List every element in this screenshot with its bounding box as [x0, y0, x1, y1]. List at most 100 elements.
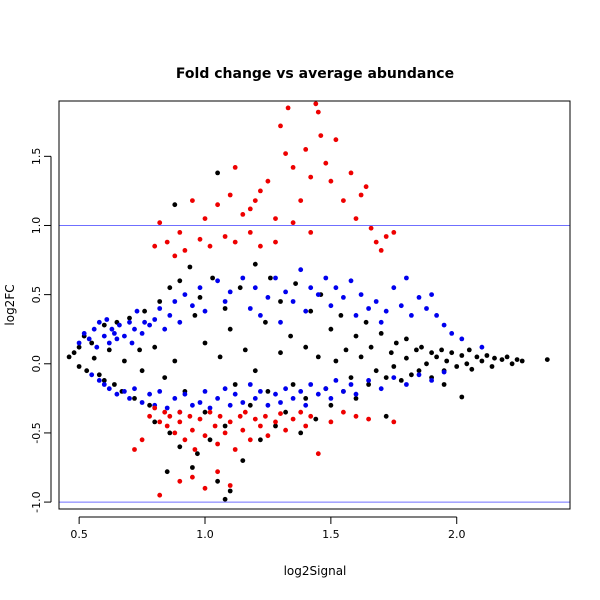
data-point [247, 402, 253, 408]
data-point [353, 396, 359, 401]
data-point [162, 409, 168, 415]
data-point [167, 313, 173, 318]
data-point [268, 275, 273, 281]
data-point [132, 447, 137, 452]
data-point [137, 347, 143, 353]
data-point [192, 313, 198, 318]
data-point [182, 292, 188, 297]
data-point [353, 333, 359, 339]
data-point [177, 444, 183, 450]
data-point [147, 413, 153, 419]
data-point [247, 206, 253, 212]
data-point [142, 308, 148, 314]
data-point [167, 285, 173, 291]
data-point [414, 347, 419, 353]
data-point [278, 299, 283, 304]
data-point [207, 409, 213, 415]
data-point [283, 151, 288, 157]
data-point [106, 347, 112, 353]
data-point [404, 355, 409, 361]
data-point [391, 375, 397, 380]
data-point [263, 413, 268, 419]
data-point [333, 285, 339, 291]
data-point [283, 409, 288, 415]
data-point [177, 230, 183, 235]
data-point [227, 326, 233, 332]
data-point [167, 430, 173, 436]
data-point [177, 278, 183, 284]
data-point [152, 419, 158, 425]
data-point [290, 220, 296, 226]
data-point [441, 322, 447, 328]
data-point [464, 361, 470, 367]
data-point [366, 306, 371, 311]
series-1 [76, 267, 485, 415]
data-point [348, 382, 354, 387]
data-point [298, 409, 304, 415]
data-point [429, 378, 434, 383]
data-point [247, 306, 253, 311]
data-point [441, 382, 447, 387]
data-point [240, 275, 246, 281]
data-point [416, 368, 422, 374]
data-point [353, 313, 359, 318]
data-point [278, 319, 283, 325]
data-point [190, 465, 195, 470]
data-point [227, 483, 233, 488]
data-point [89, 372, 95, 378]
data-point [489, 364, 495, 369]
data-point [114, 336, 120, 342]
data-point [298, 198, 304, 204]
data-point [157, 389, 163, 394]
data-point [252, 396, 258, 401]
data-point [202, 389, 208, 394]
data-point [358, 354, 364, 360]
data-point [459, 353, 465, 358]
data-point [190, 303, 195, 309]
data-point [252, 368, 258, 374]
data-point [129, 340, 135, 346]
data-point [182, 248, 188, 253]
data-point [207, 243, 213, 249]
data-point [232, 165, 238, 170]
data-point [197, 400, 203, 405]
data-point [76, 344, 82, 350]
data-point [416, 372, 422, 378]
data-point [504, 354, 510, 360]
data-point [127, 319, 132, 325]
data-point [252, 198, 258, 204]
data-point [172, 299, 178, 304]
data-point [197, 416, 203, 422]
data-point [308, 382, 314, 387]
data-point [278, 123, 283, 129]
data-point [177, 419, 183, 425]
data-point [187, 264, 193, 270]
data-point [177, 409, 183, 415]
y-tick-label: 1.0 [30, 217, 43, 235]
data-point [353, 216, 359, 222]
data-point [195, 451, 200, 457]
data-point [76, 364, 82, 369]
data-point [434, 313, 439, 318]
data-point [202, 485, 208, 491]
data-point [240, 212, 246, 217]
data-point [172, 430, 178, 436]
data-point [101, 333, 107, 339]
data-point [391, 230, 397, 235]
data-point [197, 285, 203, 291]
data-point [258, 313, 263, 318]
data-point [378, 386, 384, 392]
data-point [333, 378, 339, 383]
data-point [207, 405, 213, 411]
data-point [388, 350, 394, 356]
data-point [152, 243, 158, 249]
data-point [215, 170, 221, 176]
data-point [315, 451, 321, 457]
data-point [328, 326, 334, 332]
data-point [466, 347, 472, 353]
data-point [404, 336, 409, 342]
data-point [172, 358, 178, 364]
data-point [215, 478, 221, 484]
data-point [373, 368, 379, 374]
